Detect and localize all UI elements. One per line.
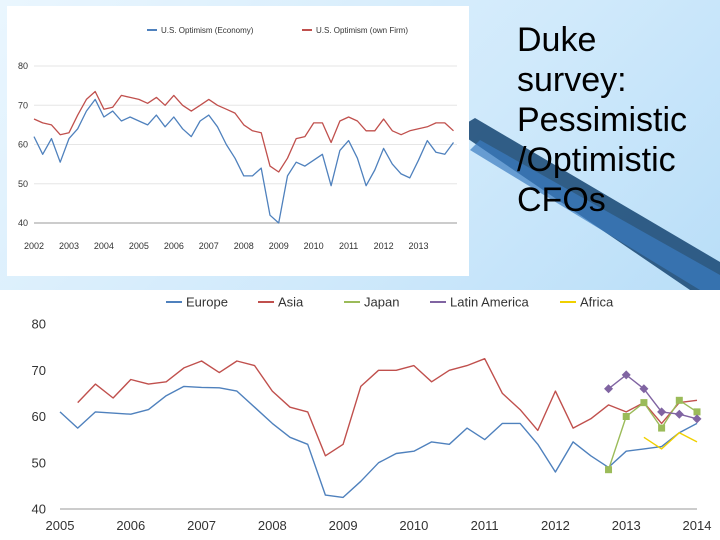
legend-label: Europe (186, 295, 228, 310)
series-line-africa (643, 431, 698, 450)
x-tick-label: 2013 (612, 518, 641, 533)
x-tick-label: 2006 (116, 518, 145, 533)
series-line-u-s-optimism-own-firm- (33, 90, 454, 173)
x-tick-label: 2005 (46, 518, 75, 533)
x-tick-label: 2013 (409, 241, 429, 251)
x-tick-label: 2003 (59, 241, 79, 251)
data-point (621, 370, 631, 380)
legend-label: Japan (364, 295, 399, 310)
title-line: /Optimistic (517, 141, 676, 179)
data-point (622, 413, 630, 420)
x-tick-label: 2011 (471, 518, 499, 533)
data-point (605, 466, 613, 474)
x-tick-label: 2007 (187, 518, 216, 533)
legend-label: U.S. Optimism (own Firm) (316, 26, 408, 35)
x-tick-label: 2009 (329, 518, 358, 533)
x-tick-label: 2004 (94, 241, 114, 251)
x-tick-label: 2010 (399, 518, 428, 533)
data-point (658, 424, 666, 432)
x-tick-label: 2012 (374, 241, 394, 251)
data-point (657, 407, 667, 417)
data-point (674, 409, 684, 419)
x-tick-label: 2011 (339, 241, 358, 251)
y-tick-label: 60 (32, 409, 46, 424)
title-line: Duke (517, 21, 597, 59)
y-tick-label: 70 (18, 100, 28, 110)
y-tick-label: 70 (32, 363, 46, 378)
legend-label: Africa (580, 295, 614, 310)
data-point (693, 408, 701, 416)
legend-label: U.S. Optimism (Economy) (161, 26, 254, 35)
y-tick-label: 80 (18, 61, 28, 71)
y-tick-label: 40 (18, 218, 28, 228)
x-tick-label: 2007 (199, 241, 219, 251)
us-optimism-chart: 40 50 60 70 80 2002 2003 2004 2005 2006 2007 2008 20… (7, 6, 469, 276)
decorative-swoosh (455, 118, 720, 290)
y-tick-label: 60 (18, 140, 28, 150)
series-line-europe (59, 385, 698, 499)
x-tick-label: 2006 (164, 241, 184, 251)
series-line-u-s-optimism-economy- (33, 98, 455, 224)
y-tick-label: 40 (32, 502, 46, 517)
x-tick-label: 2010 (304, 241, 324, 251)
data-point (692, 414, 702, 424)
x-tick-label: 2005 (129, 241, 149, 251)
data-point (639, 384, 649, 394)
x-tick-label: 2008 (258, 518, 287, 533)
y-tick-label: 80 (32, 317, 46, 332)
x-tick-label: 2009 (269, 241, 289, 251)
x-tick-label: 2008 (234, 241, 254, 251)
data-point (640, 399, 648, 407)
y-tick-label: 50 (18, 179, 28, 189)
legend-label: Latin America (450, 295, 530, 310)
series-line-asia (77, 357, 698, 457)
title-line: CFOs (517, 181, 606, 219)
data-point (604, 384, 614, 394)
regional-optimism-chart: 40 50 60 70 80 2005 2006 2007 2008 2009 2010 2011 20… (32, 295, 712, 533)
x-tick-label: 2012 (541, 518, 570, 533)
title-line: Pessimistic (517, 101, 688, 139)
slide-title: Duke survey: Pessimistic /Optimistic CFO… (517, 20, 717, 220)
title-line: survey: (517, 61, 627, 99)
x-tick-label: 2014 (683, 518, 712, 533)
data-point (675, 396, 683, 404)
legend-label: Asia (278, 295, 304, 310)
x-tick-label: 2002 (24, 241, 44, 251)
y-tick-label: 50 (32, 455, 46, 470)
